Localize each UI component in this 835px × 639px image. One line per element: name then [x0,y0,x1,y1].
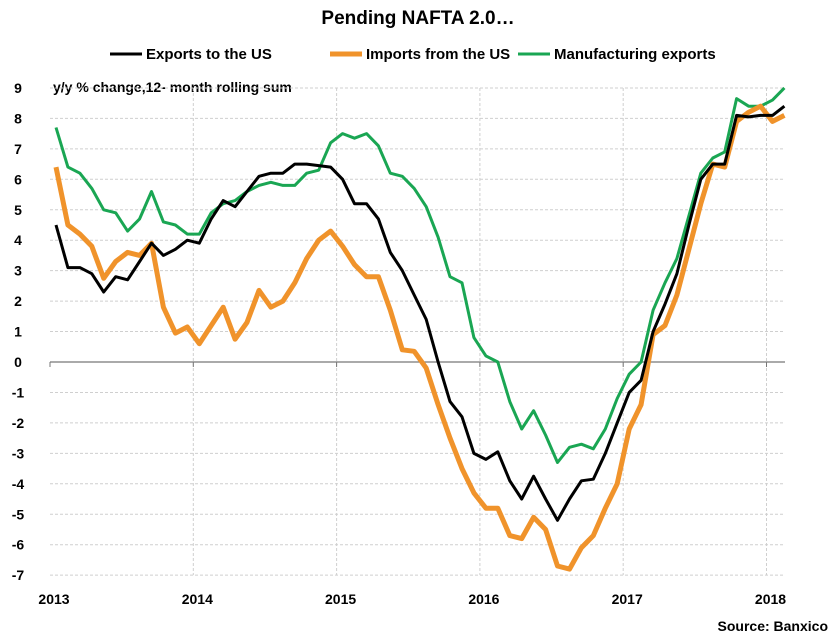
x-tick-label: 2014 [182,591,213,607]
legend-label: Exports to the US [146,46,272,63]
x-tick-label: 2016 [468,591,499,607]
y-tick-label: -4 [12,476,25,492]
y-tick-label: 5 [14,202,22,218]
legend-item: Imports from the US [330,46,510,63]
legend-item: Manufacturing exports [518,46,716,63]
y-tick-label: -1 [12,384,25,400]
chart-title: Pending NAFTA 2.0… [321,8,514,29]
series-line-manufacturing-exports [54,86,786,464]
series-line-imports-from-the-us [53,103,786,572]
legend: Exports to the US Imports from the US Manu… [110,46,716,63]
legend-label: Imports from the US [366,46,510,63]
source-note: Source: Banxico [718,618,828,634]
y-tick-label: 4 [14,232,22,248]
x-axis: 2013 2014 2015 2016 2017 2018 [38,361,786,607]
y-tick-label: -7 [12,567,25,583]
y-tick-label: 9 [14,80,22,96]
chart-annotation: y/y % change,12- month rolling sum [53,79,292,95]
y-tick-label: 1 [14,324,22,340]
x-tick-label: 2018 [755,591,786,607]
y-tick-label: 2 [14,293,22,309]
y-tick-label: -5 [12,506,25,522]
x-tick-label: 2015 [325,591,356,607]
y-tick-label: -6 [12,537,25,553]
series-lines [53,86,786,572]
legend-item: Exports to the US [110,46,272,63]
y-tick-label: 3 [14,263,22,279]
y-tick-label: 6 [14,171,22,187]
y-axis: 9 8 7 6 5 4 3 2 1 0 -1 -2 -3 -4 -5 -6 -7 [12,80,25,583]
series-line-exports-to-the-us [54,105,786,522]
x-tick-label: 2013 [38,591,69,607]
legend-label: Manufacturing exports [554,46,716,63]
y-tick-label: -2 [12,415,25,431]
y-tick-label: 0 [14,354,22,370]
x-tick-label: 2017 [612,591,643,607]
y-tick-label: 7 [14,141,22,157]
y-tick-label: -3 [12,445,25,461]
y-tick-label: 8 [14,110,22,126]
gridlines [50,87,785,576]
